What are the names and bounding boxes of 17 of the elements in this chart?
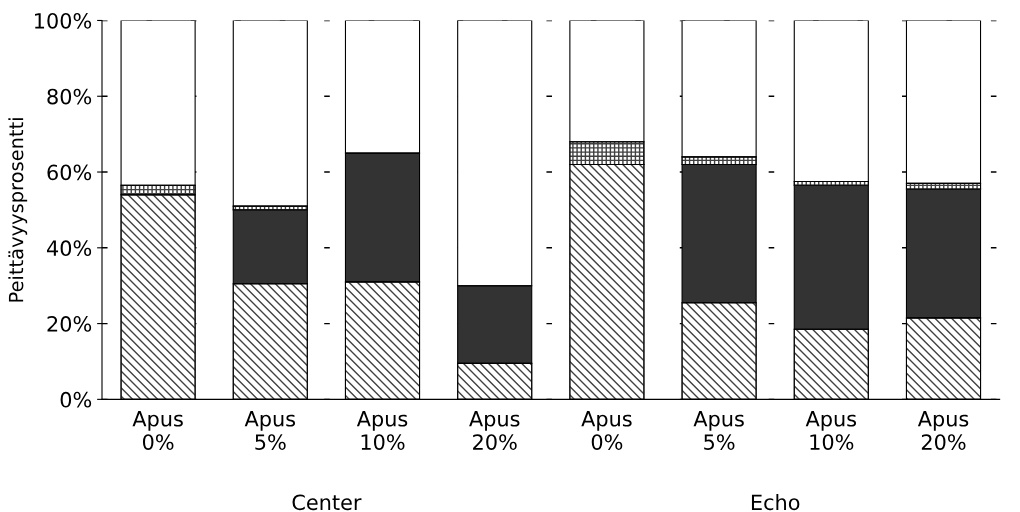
x-tick-label: Apus 0% <box>132 411 183 450</box>
y-tick-label: 80% <box>47 88 92 105</box>
x-tick-label: Apus 5% <box>693 411 744 450</box>
y-tick-label: 100% <box>35 12 92 29</box>
y-axis-title: Peittävyysprosentti <box>8 118 28 302</box>
x-tick-label: Apus 10% <box>356 411 408 450</box>
x-tick-label: Apus 20% <box>469 411 520 450</box>
text: Echo <box>751 494 800 511</box>
x-tick-label: Apus 5% <box>244 411 296 450</box>
y-tick-label: 0% <box>60 391 92 408</box>
x-tick-label: Apus 20% <box>917 411 969 450</box>
text: Center <box>292 494 362 511</box>
x-tick-label: Apus 10% <box>805 411 857 450</box>
y-tick-label: 40% <box>46 240 92 257</box>
x-tick-label: Apus 0% <box>581 411 632 450</box>
y-tick-label: 20% <box>47 316 92 332</box>
y-tick-label: 60% <box>47 164 92 181</box>
